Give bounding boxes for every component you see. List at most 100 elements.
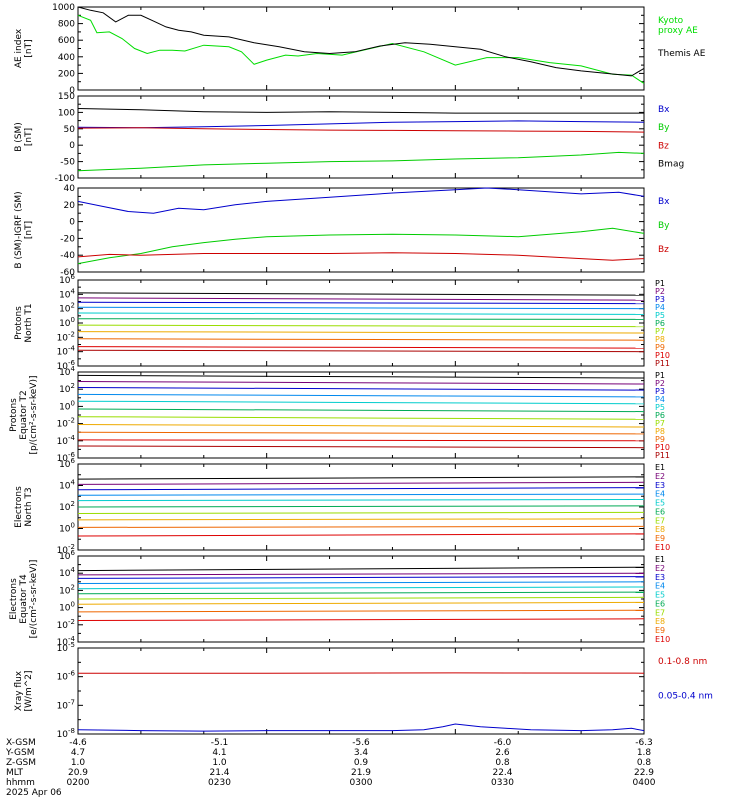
- series-line: [77, 252, 645, 261]
- y-axis-label: Xray flux: [14, 670, 24, 711]
- x-axis-tick-label: 0330: [491, 778, 514, 788]
- series-line: [77, 187, 645, 214]
- x-axis-tick-label: -5.1: [211, 738, 229, 748]
- y-tick-label: 800: [58, 20, 75, 30]
- x-axis-tick-label: 1.0: [71, 758, 86, 768]
- legend-entry: P9: [655, 343, 665, 352]
- x-axis-tick-label: 0400: [633, 778, 656, 788]
- legend-entry: P1: [655, 279, 665, 288]
- x-axis-row-label: Z-GSM: [6, 758, 36, 768]
- panel-frame: [77, 647, 645, 735]
- legend-entry: P5: [655, 403, 665, 412]
- y-tick-label: 10-8: [57, 727, 75, 740]
- legend-entry: 0.1-0.8 nm: [658, 657, 707, 667]
- legend-entry: E3: [655, 481, 665, 490]
- y-axis-label: [nT]: [24, 39, 34, 57]
- legend-entry: P7: [655, 327, 665, 336]
- legend-entry: E6: [655, 507, 665, 516]
- series-line: [77, 318, 645, 320]
- legend-entry: E8: [655, 525, 665, 534]
- series-line: [77, 445, 645, 449]
- panel-frame: [77, 6, 645, 91]
- series-line: [77, 533, 645, 537]
- series-line: [77, 572, 645, 576]
- legend-entry: P3: [655, 387, 665, 396]
- legend-entry: E4: [655, 582, 665, 591]
- legend-entry: E5: [655, 499, 665, 508]
- series-line: [77, 400, 645, 405]
- series-line: [77, 14, 645, 84]
- y-axis-label: Equator T4: [19, 574, 29, 624]
- series-line: [77, 576, 645, 579]
- legend-entry: E1: [655, 555, 665, 564]
- series-line: [77, 151, 645, 172]
- y-tick-label: 100: [59, 601, 75, 614]
- legend-entry: P8: [655, 427, 665, 436]
- legend-entry: P6: [655, 319, 665, 328]
- x-axis-tick-label: -6.3: [635, 738, 653, 748]
- y-tick-label: -20: [60, 234, 75, 244]
- panel-frame: [77, 371, 645, 459]
- y-tick-label: 600: [58, 36, 75, 46]
- series-line: [77, 349, 645, 353]
- series-line: [77, 596, 645, 600]
- series-line: [77, 346, 645, 349]
- series-line: [77, 499, 645, 502]
- y-tick-label: 10-2: [57, 330, 75, 343]
- series-line: [77, 120, 645, 129]
- series-line: [77, 416, 645, 420]
- y-tick-label: 10-7: [57, 698, 75, 711]
- y-tick-label: 100: [59, 316, 75, 329]
- x-axis-row-label: hhmm: [6, 778, 35, 788]
- legend-entry: P6: [655, 411, 665, 420]
- legend-entry: Bz: [658, 141, 669, 151]
- y-axis-label: Protons: [14, 306, 24, 340]
- y-tick-label: 102: [59, 583, 75, 596]
- y-axis-label: Electrons: [14, 486, 24, 528]
- y-axis-label: North T1: [24, 303, 34, 342]
- legend-entry: P10: [655, 351, 670, 360]
- y-tick-label: 10-6: [57, 451, 76, 464]
- series-line: [77, 505, 645, 508]
- y-tick-label: -40: [60, 251, 75, 261]
- legend-entry: P8: [655, 335, 665, 344]
- x-axis-tick-label: 0.8: [637, 758, 652, 768]
- x-axis-tick-label: -5.6: [352, 738, 370, 748]
- y-axis-label: [W/m^2]: [24, 671, 34, 712]
- x-axis-tick-label: 20.9: [68, 768, 88, 778]
- legend-entry: E6: [655, 599, 665, 608]
- y-tick-label: 10-4: [57, 345, 76, 358]
- y-tick-label: 102: [59, 382, 75, 395]
- y-axis-label: Electrons: [9, 578, 19, 620]
- legend-entry: P2: [655, 287, 665, 296]
- legend-entry: P4: [655, 395, 665, 404]
- series-line: [77, 381, 645, 385]
- legend-entry: E5: [655, 591, 665, 600]
- y-tick-label: 10-5: [57, 641, 75, 654]
- y-tick-label: 10-4: [57, 434, 76, 447]
- legend-entry: E3: [655, 573, 665, 582]
- y-tick-label: 102: [59, 500, 75, 513]
- x-axis-tick-label: 3.4: [354, 748, 369, 758]
- x-axis-date: 2025 Apr 06: [6, 788, 62, 798]
- series-line: [77, 297, 645, 301]
- panel-frame: [77, 187, 645, 273]
- y-tick-label: 0: [69, 141, 75, 151]
- legend-entry: Bz: [658, 245, 669, 255]
- legend-entry: P11: [655, 359, 670, 368]
- y-tick-label: 104: [59, 479, 75, 492]
- y-tick-label: 106: [59, 273, 75, 286]
- legend-entry: P2: [655, 379, 665, 388]
- series-line: [77, 493, 645, 496]
- legend-entry: P3: [655, 295, 665, 304]
- y-tick-label: 10-6: [57, 359, 76, 372]
- series-line: [77, 476, 645, 480]
- y-tick-label: 1000: [52, 3, 75, 13]
- series-line: [77, 393, 645, 398]
- y-axis-label: B (SM): [14, 122, 24, 152]
- y-tick-label: 150: [58, 92, 75, 102]
- x-axis-tick-label: 0200: [67, 778, 90, 788]
- x-axis-tick-label: 21.9: [351, 768, 371, 778]
- legend-entry: E7: [655, 608, 665, 617]
